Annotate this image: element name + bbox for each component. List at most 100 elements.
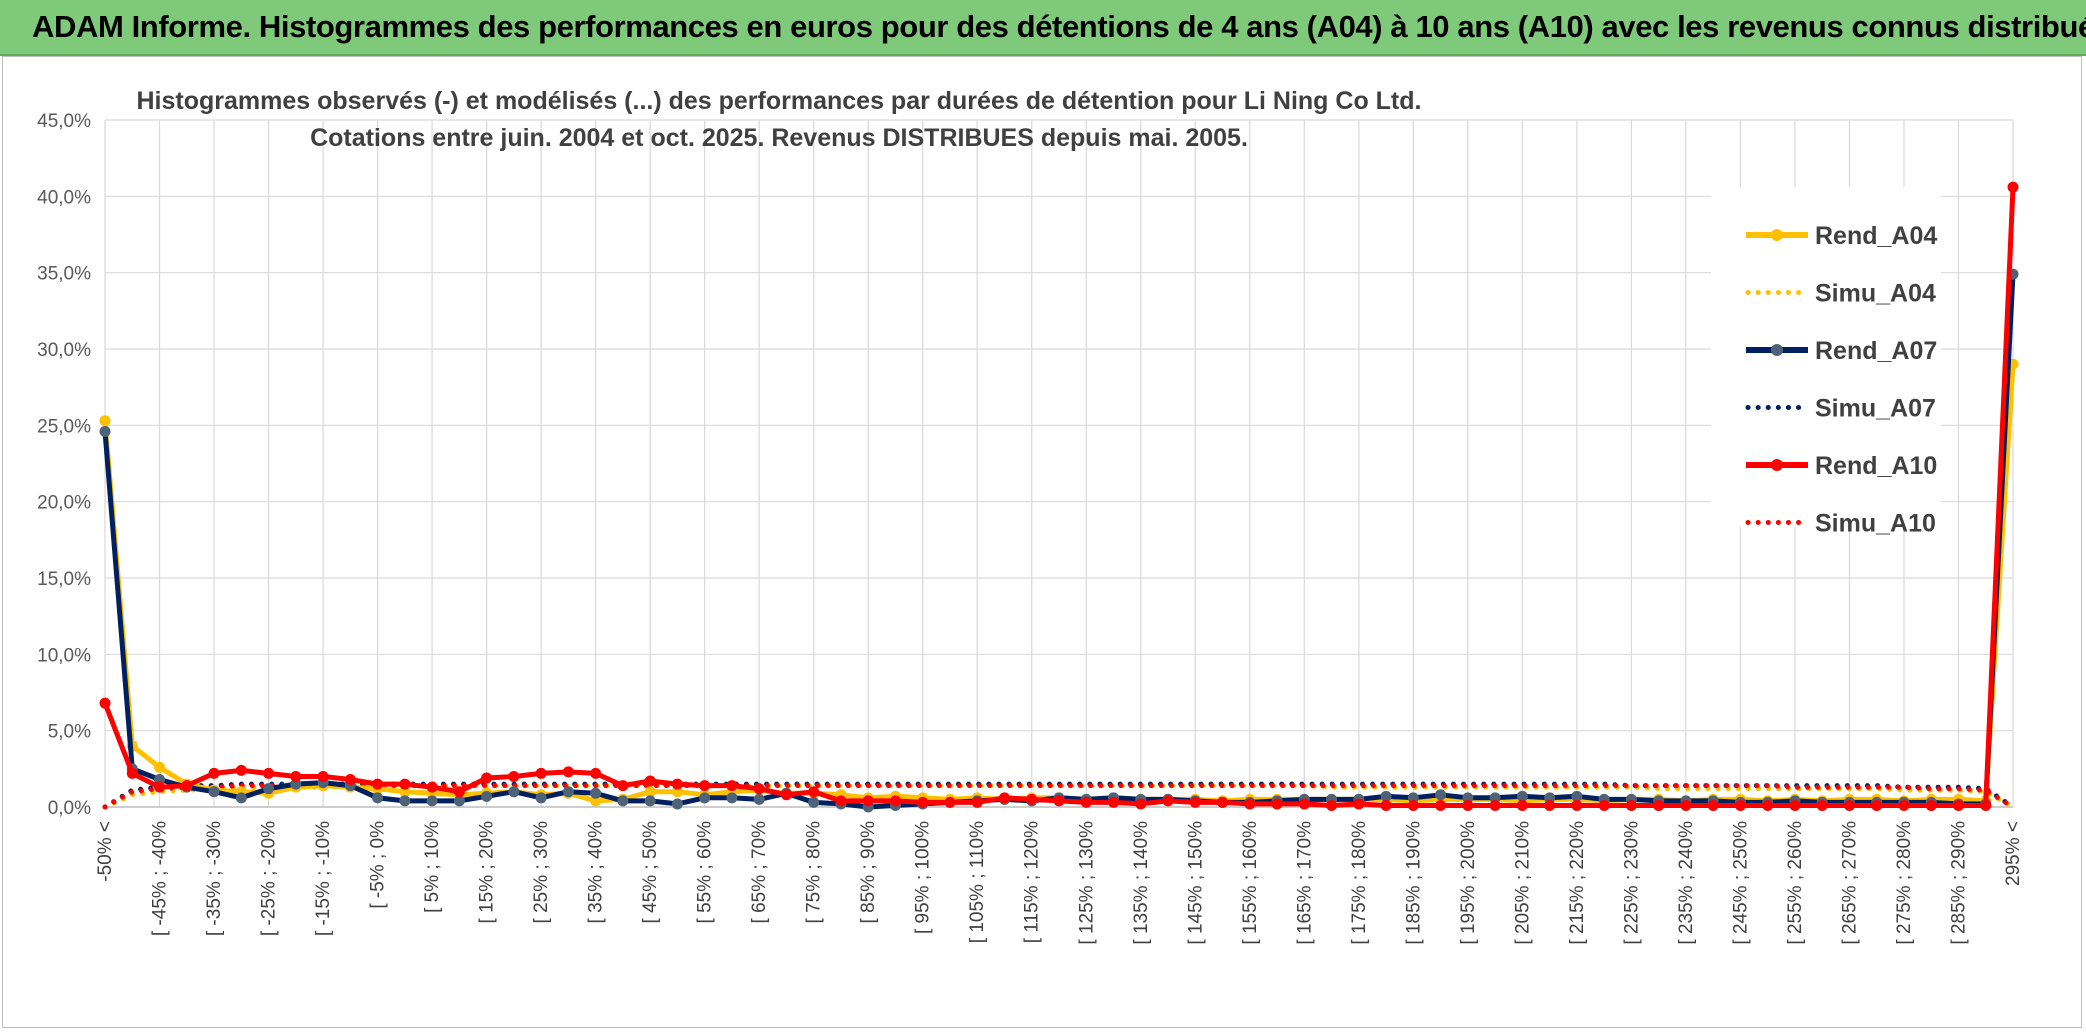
data-point-rend-a10	[889, 795, 901, 807]
data-point-rend-a10	[644, 775, 656, 787]
data-point-rend-a07	[290, 778, 302, 790]
data-point-rend-a10	[535, 767, 547, 779]
data-point-rend-a10	[1625, 799, 1637, 811]
y-tick-label: 10,0%	[37, 645, 91, 666]
x-tick-label: [ 15% ; 20%	[477, 821, 498, 924]
data-point-rend-a10	[1026, 793, 1038, 805]
x-tick-label: [ 195% ; 200%	[1458, 821, 1479, 945]
data-point-rend-a04	[99, 415, 111, 427]
data-point-rend-a07	[617, 795, 629, 807]
x-tick-label: [ 55% ; 60%	[695, 821, 716, 924]
histogram-chart: Histogrammes observés (-) et modélisés (…	[37, 87, 2024, 945]
data-point-rend-a07	[99, 425, 111, 437]
x-tick-label: [ 285% ; 290%	[1948, 821, 1969, 945]
legend-label-simu-a10: Simu_A10	[1815, 510, 1936, 538]
data-point-rend-a10	[1298, 798, 1310, 810]
x-tick-label: [ -25% ; -20%	[259, 821, 280, 936]
data-point-rend-a07	[1462, 792, 1474, 804]
chart-title-line-1: Histogrammes observés (-) et modélisés (…	[137, 87, 1422, 115]
data-point-rend-a10	[1462, 799, 1474, 811]
x-axis: -50% < [ -45% ; -40% [ -35% ; -30% [ -25% ;…	[95, 821, 2024, 945]
data-point-rend-a07	[1407, 792, 1419, 804]
data-point-rend-a10	[617, 780, 629, 792]
x-tick-label: [ 85% ; 90%	[858, 821, 879, 924]
data-point-rend-a07	[535, 792, 547, 804]
data-point-rend-a10	[1353, 798, 1365, 810]
data-point-rend-a04	[644, 786, 656, 798]
data-point-rend-a10	[290, 770, 302, 782]
x-tick-label: [ 45% ; 50%	[640, 821, 661, 924]
x-tick-label: [ 95% ; 100%	[913, 821, 934, 934]
x-tick-label: -50% <	[95, 821, 116, 882]
data-point-rend-a10	[1707, 799, 1719, 811]
data-point-rend-a04	[671, 786, 683, 798]
data-point-rend-a10	[1162, 795, 1174, 807]
data-point-rend-a07	[1571, 790, 1583, 802]
data-point-rend-a10	[1898, 799, 1910, 811]
x-tick-label: [ 135% ; 140%	[1131, 821, 1152, 945]
legend-label-simu-a04: Simu_A04	[1815, 280, 1936, 308]
data-point-rend-a10	[1053, 795, 1065, 807]
x-tick-label: [ -5% ; 0%	[368, 821, 389, 909]
data-point-rend-a10	[1189, 796, 1201, 808]
data-point-rend-a10	[181, 780, 193, 792]
data-point-rend-a10	[426, 781, 438, 793]
data-point-rend-a07	[1544, 792, 1556, 804]
x-tick-label: [ 145% ; 150%	[1185, 821, 1206, 945]
data-point-rend-a10	[671, 778, 683, 790]
x-tick-label: [ 75% ; 80%	[804, 821, 825, 924]
data-point-rend-a10	[1407, 799, 1419, 811]
data-point-rend-a10	[562, 766, 574, 778]
data-point-rend-a07	[453, 795, 465, 807]
y-tick-label: 25,0%	[37, 416, 91, 437]
data-point-rend-a10	[1734, 799, 1746, 811]
data-point-rend-a07	[1380, 790, 1392, 802]
data-point-rend-a10	[1571, 799, 1583, 811]
x-tick-label: [ 275% ; 280%	[1894, 821, 1915, 945]
x-tick-label: [ 255% ; 260%	[1785, 821, 1806, 945]
data-point-rend-a10	[235, 764, 247, 776]
data-point-rend-a10	[1380, 799, 1392, 811]
legend-marker-rend-a10	[1771, 459, 1783, 471]
y-tick-label: 5,0%	[48, 722, 91, 743]
series-lines	[99, 181, 2019, 813]
x-tick-label: [ 105% ; 110%	[967, 821, 988, 943]
x-tick-label: [ 265% ; 270%	[1839, 821, 1860, 945]
y-tick-label: 35,0%	[37, 264, 91, 285]
x-tick-label: [ 235% ; 240%	[1676, 821, 1697, 945]
x-tick-label: [ 215% ; 220%	[1567, 821, 1588, 945]
data-point-rend-a07	[208, 786, 220, 798]
x-tick-label: [ 205% ; 210%	[1512, 821, 1533, 945]
x-tick-label: [ 35% ; 40%	[586, 821, 607, 924]
data-point-rend-a10	[399, 778, 411, 790]
data-point-rend-a10	[1871, 799, 1883, 811]
legend-label-rend-a04: Rend_A04	[1815, 222, 1937, 250]
y-axis: 0,0% 5,0% 10,0% 15,0% 20,0% 25,0% 30,0% 35,0% 40…	[37, 111, 91, 819]
data-point-rend-a07	[399, 795, 411, 807]
data-point-rend-a07	[481, 790, 493, 802]
legend-box	[1711, 187, 1941, 527]
x-tick-label: [ 155% ; 160%	[1240, 821, 1261, 945]
data-point-rend-a07	[235, 792, 247, 804]
data-point-rend-a10	[154, 781, 166, 793]
report-banner: ADAM Informe. Histogrammes des performan…	[0, 0, 2086, 56]
x-tick-label: [ -45% ; -40%	[150, 821, 171, 936]
data-point-rend-a10	[1816, 799, 1828, 811]
data-point-rend-a10	[753, 783, 765, 795]
data-point-rend-a10	[1653, 799, 1665, 811]
data-point-rend-a07	[644, 795, 656, 807]
data-point-rend-a10	[808, 786, 820, 798]
data-point-rend-a07	[671, 798, 683, 810]
data-point-rend-a07	[808, 796, 820, 808]
data-point-rend-a10	[699, 780, 711, 792]
x-tick-label: [ 165% ; 170%	[1294, 821, 1315, 945]
data-point-rend-a07	[1435, 789, 1447, 801]
data-point-rend-a10	[1489, 799, 1501, 811]
data-point-rend-a07	[372, 792, 384, 804]
data-point-rend-a10	[835, 795, 847, 807]
data-point-rend-a10	[508, 770, 520, 782]
legend-label-simu-a07: Simu_A07	[1815, 395, 1936, 423]
data-point-rend-a10	[1271, 798, 1283, 810]
data-point-rend-a10	[208, 767, 220, 779]
data-point-rend-a07	[753, 793, 765, 805]
